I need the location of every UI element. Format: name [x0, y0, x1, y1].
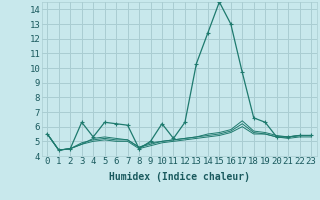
X-axis label: Humidex (Indice chaleur): Humidex (Indice chaleur)	[109, 172, 250, 182]
